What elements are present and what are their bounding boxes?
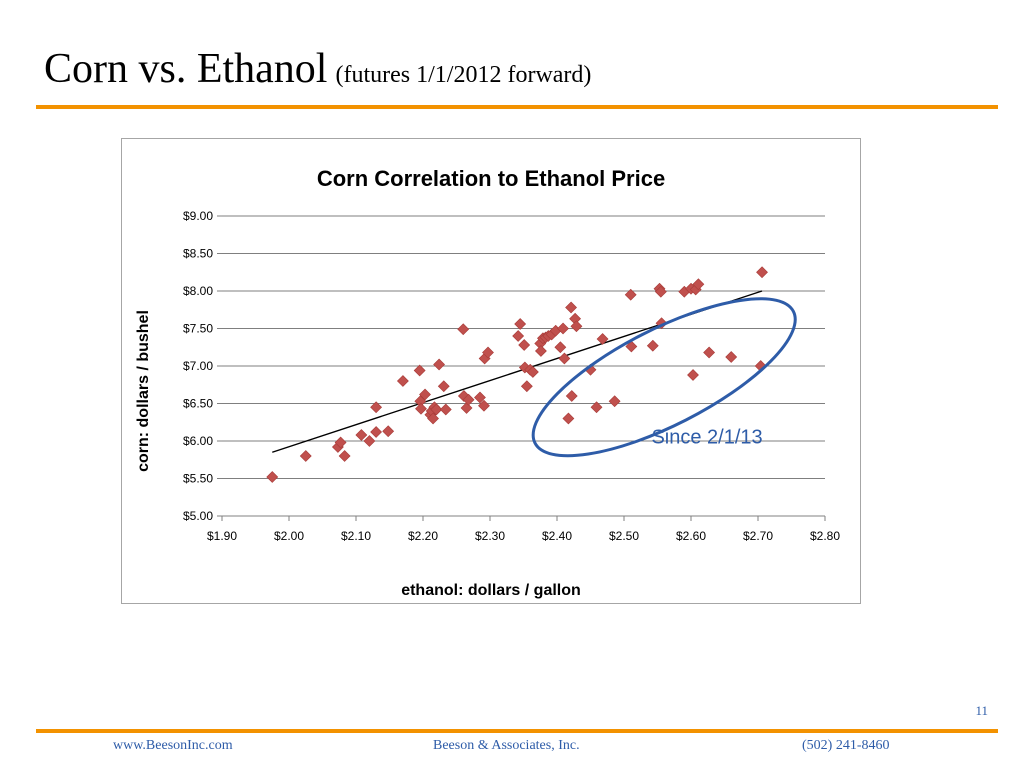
x-tick-label: $2.80 [810,529,840,543]
data-point [520,380,533,393]
data-point [363,435,376,447]
data-point [413,364,426,377]
data-point [554,341,567,354]
x-tick-label: $2.60 [676,529,706,543]
data-point [355,429,368,441]
data-point [518,339,531,351]
data-point [370,401,383,414]
x-tick-label: $2.50 [609,529,639,543]
data-point [625,340,638,353]
footer-phone: (502) 241-8460 [802,738,890,753]
footer-company-name: Beeson & Associates, Inc. [433,738,580,753]
data-point [596,333,609,345]
x-tick-labels: $1.90 $2.00 $2.10 $2.20 $2.30 $2.40 $2.50 $2.60… [207,529,840,543]
title-divider [36,105,998,109]
chart-title: Corn Correlation to Ethanol Price [317,166,665,191]
data-point [687,369,699,381]
data-point [338,450,351,462]
data-point [512,330,525,342]
y-tick-label: $8.50 [183,247,213,261]
x-tick-label: $2.20 [408,529,438,543]
axes [217,215,826,521]
y-tick-labels: $5.00 $5.50 $6.00 $6.50 $7.00 $7.50 $8.00 $8.50… [183,209,213,523]
data-point [654,285,667,298]
data-point [427,412,439,425]
data-point [482,346,494,359]
x-tick-label: $2.10 [341,529,371,543]
footer-divider [36,729,998,733]
x-tick-label: $2.40 [542,529,572,543]
data-point [703,346,716,359]
data-point [437,380,450,393]
slide-subtitle: (futures 1/1/2012 forward) [335,62,592,88]
data-point [433,358,446,371]
data-point [462,393,475,406]
annotation-group: Since 2/1/13 [531,297,797,458]
y-tick-label: $5.50 [183,472,213,486]
data-point [430,403,443,416]
data-point [756,266,768,279]
data-point [558,352,571,365]
x-tick-label: $2.30 [475,529,505,543]
x-tick-label: $2.00 [274,529,304,543]
data-point [334,436,347,449]
data-point [725,351,738,363]
data-point [646,339,659,352]
data-point [534,345,547,357]
footer-website-link[interactable]: www.BeesonInc.com [113,738,233,753]
page-number: 11 [975,703,988,718]
data-point [415,402,427,415]
data-points [266,266,768,483]
data-point [608,395,621,408]
data-point [460,402,473,414]
data-point [590,401,603,414]
data-point [624,288,637,301]
data-point [562,412,575,425]
data-point [570,320,583,333]
data-point [439,403,452,416]
data-point [419,388,431,401]
data-point [474,391,486,404]
data-point [299,450,312,462]
y-axis-label: corn: dollars / bushel [135,310,152,472]
data-point [396,375,409,387]
y-tick-label: $6.00 [183,434,213,448]
data-point [692,278,705,291]
data-point [565,390,578,402]
y-tick-label: $7.50 [183,322,213,336]
highlight-ellipse [531,297,797,458]
data-point [370,426,383,438]
data-point [266,471,279,483]
slide-title: Corn vs. Ethanol (futures 1/1/2012 forwar… [44,48,591,90]
y-tick-label: $9.00 [183,209,213,223]
data-point [478,399,490,412]
scatter-chart: Corn Correlation to Ethanol Price $1.90 $… [135,166,840,599]
data-point [514,318,527,330]
y-tick-label: $6.50 [183,397,213,411]
data-point [526,366,539,378]
y-tick-label: $5.00 [183,509,213,523]
data-point [382,425,395,438]
x-axis-label: ethanol: dollars / gallon [401,582,581,599]
y-tick-label: $7.00 [183,359,213,373]
data-point [565,301,577,314]
x-tick-label: $2.70 [743,529,773,543]
y-tick-label: $8.00 [183,284,213,298]
data-point [557,322,569,335]
x-tick-label: $1.90 [207,529,237,543]
slide-title-main: Corn vs. Ethanol [44,46,328,92]
data-point [457,323,470,336]
annotation-label: Since 2/1/13 [651,426,762,448]
